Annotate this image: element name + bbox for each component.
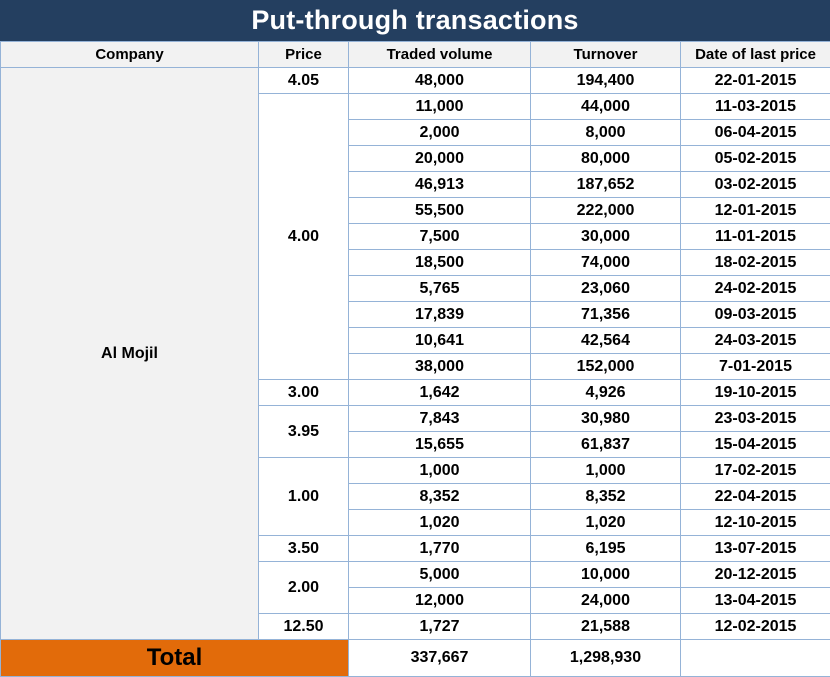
date-cell: 06-04-2015 — [681, 120, 830, 146]
traded-volume-cell: 1,642 — [349, 380, 531, 406]
date-cell: 12-10-2015 — [681, 510, 830, 536]
header-price: Price — [259, 42, 349, 68]
date-cell: 09-03-2015 — [681, 302, 830, 328]
date-cell: 23-03-2015 — [681, 406, 830, 432]
traded-volume-cell: 12,000 — [349, 588, 531, 614]
date-cell: 11-01-2015 — [681, 224, 830, 250]
turnover-cell: 6,195 — [531, 536, 681, 562]
traded-volume-cell: 5,000 — [349, 562, 531, 588]
price-cell: 3.50 — [259, 536, 349, 562]
date-cell: 7-01-2015 — [681, 354, 830, 380]
total-volume: 337,667 — [349, 640, 531, 677]
header-date: Date of last price — [681, 42, 830, 68]
total-date-empty — [681, 640, 830, 677]
turnover-cell: 44,000 — [531, 94, 681, 120]
turnover-cell: 24,000 — [531, 588, 681, 614]
turnover-cell: 10,000 — [531, 562, 681, 588]
header-company: Company — [1, 42, 259, 68]
traded-volume-cell: 8,352 — [349, 484, 531, 510]
date-cell: 18-02-2015 — [681, 250, 830, 276]
turnover-cell: 8,352 — [531, 484, 681, 510]
date-cell: 22-04-2015 — [681, 484, 830, 510]
date-cell: 12-02-2015 — [681, 614, 830, 640]
turnover-cell: 74,000 — [531, 250, 681, 276]
turnover-cell: 1,000 — [531, 458, 681, 484]
turnover-cell: 8,000 — [531, 120, 681, 146]
transactions-table: Company Price Traded volume Turnover Dat… — [0, 41, 830, 677]
turnover-cell: 71,356 — [531, 302, 681, 328]
traded-volume-cell: 11,000 — [349, 94, 531, 120]
traded-volume-cell: 2,000 — [349, 120, 531, 146]
header-turnover: Turnover — [531, 42, 681, 68]
traded-volume-cell: 46,913 — [349, 172, 531, 198]
price-cell: 2.00 — [259, 562, 349, 614]
traded-volume-cell: 48,000 — [349, 68, 531, 94]
traded-volume-cell: 18,500 — [349, 250, 531, 276]
turnover-cell: 152,000 — [531, 354, 681, 380]
traded-volume-cell: 55,500 — [349, 198, 531, 224]
date-cell: 05-02-2015 — [681, 146, 830, 172]
date-cell: 12-01-2015 — [681, 198, 830, 224]
traded-volume-cell: 17,839 — [349, 302, 531, 328]
turnover-cell: 194,400 — [531, 68, 681, 94]
company-cell: Al Mojil — [1, 68, 259, 640]
traded-volume-cell: 38,000 — [349, 354, 531, 380]
traded-volume-cell: 1,000 — [349, 458, 531, 484]
traded-volume-cell: 1,770 — [349, 536, 531, 562]
total-turnover: 1,298,930 — [531, 640, 681, 677]
price-cell: 4.05 — [259, 68, 349, 94]
turnover-cell: 4,926 — [531, 380, 681, 406]
date-cell: 24-02-2015 — [681, 276, 830, 302]
date-cell: 19-10-2015 — [681, 380, 830, 406]
total-label: Total — [1, 640, 349, 677]
total-row: Total 337,667 1,298,930 — [1, 640, 830, 677]
date-cell: 13-07-2015 — [681, 536, 830, 562]
traded-volume-cell: 7,843 — [349, 406, 531, 432]
price-cell: 4.00 — [259, 94, 349, 380]
traded-volume-cell: 1,727 — [349, 614, 531, 640]
date-cell: 11-03-2015 — [681, 94, 830, 120]
header-traded-volume: Traded volume — [349, 42, 531, 68]
turnover-cell: 30,000 — [531, 224, 681, 250]
date-cell: 15-04-2015 — [681, 432, 830, 458]
date-cell: 24-03-2015 — [681, 328, 830, 354]
price-cell: 1.00 — [259, 458, 349, 536]
turnover-cell: 80,000 — [531, 146, 681, 172]
turnover-cell: 222,000 — [531, 198, 681, 224]
date-cell: 17-02-2015 — [681, 458, 830, 484]
price-cell: 3.00 — [259, 380, 349, 406]
date-cell: 03-02-2015 — [681, 172, 830, 198]
turnover-cell: 1,020 — [531, 510, 681, 536]
page-title: Put-through transactions — [0, 0, 830, 41]
traded-volume-cell: 20,000 — [349, 146, 531, 172]
date-cell: 20-12-2015 — [681, 562, 830, 588]
traded-volume-cell: 10,641 — [349, 328, 531, 354]
turnover-cell: 187,652 — [531, 172, 681, 198]
price-cell: 3.95 — [259, 406, 349, 458]
price-cell: 12.50 — [259, 614, 349, 640]
turnover-cell: 30,980 — [531, 406, 681, 432]
traded-volume-cell: 15,655 — [349, 432, 531, 458]
turnover-cell: 21,588 — [531, 614, 681, 640]
traded-volume-cell: 7,500 — [349, 224, 531, 250]
turnover-cell: 23,060 — [531, 276, 681, 302]
traded-volume-cell: 1,020 — [349, 510, 531, 536]
traded-volume-cell: 5,765 — [349, 276, 531, 302]
date-cell: 22-01-2015 — [681, 68, 830, 94]
date-cell: 13-04-2015 — [681, 588, 830, 614]
turnover-cell: 42,564 — [531, 328, 681, 354]
turnover-cell: 61,837 — [531, 432, 681, 458]
